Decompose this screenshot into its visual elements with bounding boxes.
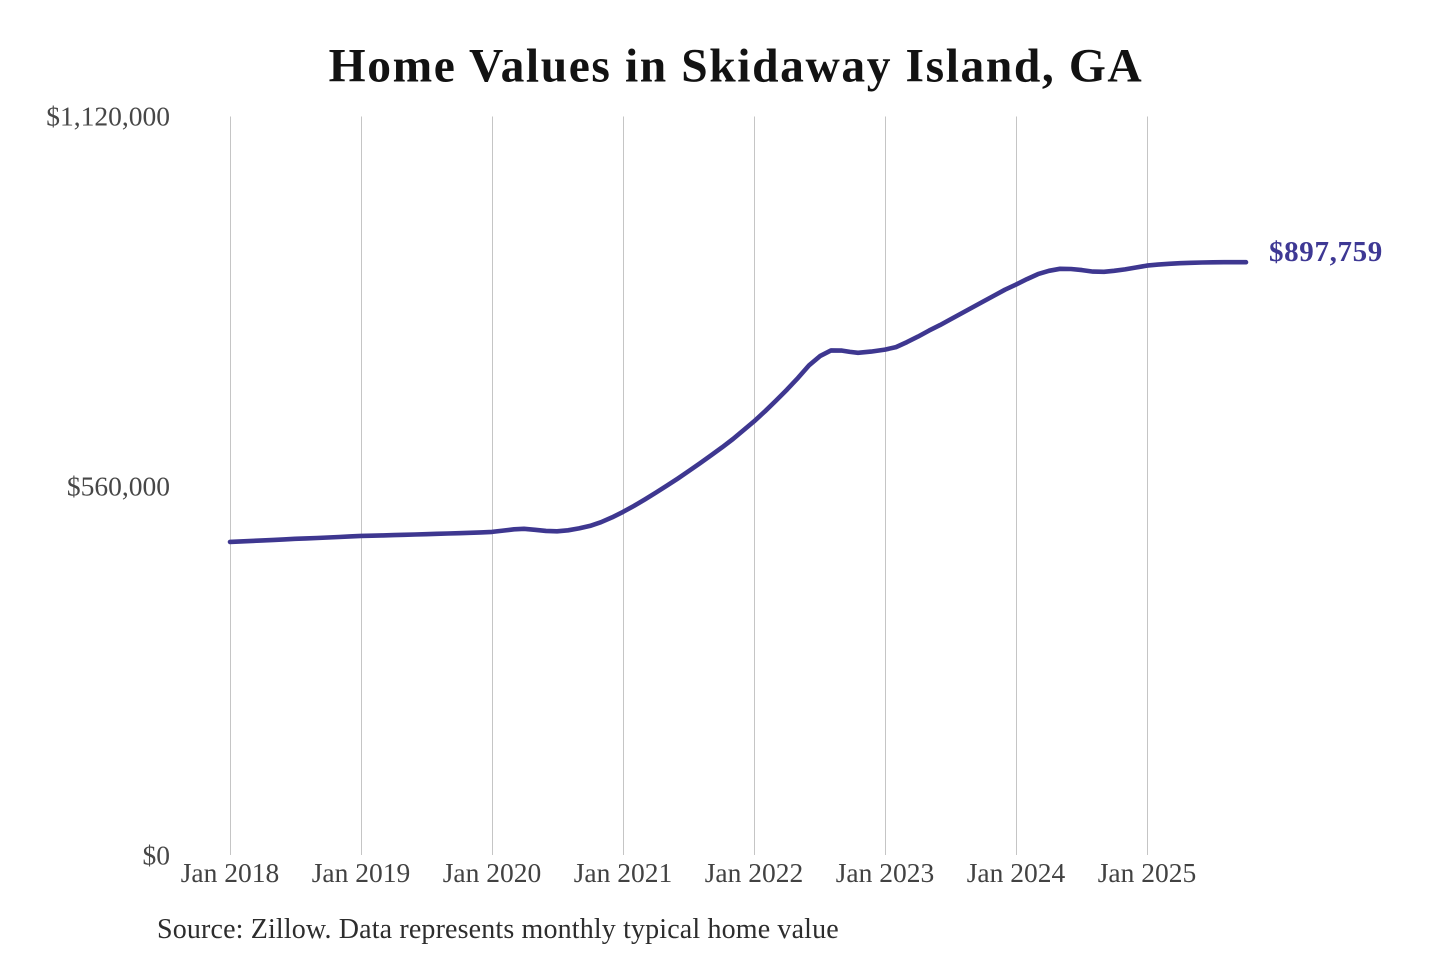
svg-text:Jan 2018: Jan 2018 <box>181 857 280 888</box>
svg-text:$897,759: $897,759 <box>1269 236 1383 268</box>
svg-text:Jan 2025: Jan 2025 <box>1098 857 1197 888</box>
svg-text:$1,120,000: $1,120,000 <box>46 101 170 132</box>
svg-text:Jan 2019: Jan 2019 <box>312 857 411 888</box>
svg-text:Source: Zillow. Data represent: Source: Zillow. Data represents monthly … <box>157 914 839 945</box>
svg-text:Jan 2021: Jan 2021 <box>574 857 673 888</box>
svg-text:Jan 2023: Jan 2023 <box>836 857 935 888</box>
svg-text:Jan 2020: Jan 2020 <box>443 857 542 888</box>
svg-text:$0: $0 <box>143 840 171 871</box>
svg-text:Jan 2022: Jan 2022 <box>705 857 804 888</box>
svg-text:Home Values in Skidaway Island: Home Values in Skidaway Island, GA <box>329 41 1144 93</box>
svg-text:Jan 2024: Jan 2024 <box>967 857 1066 888</box>
svg-text:$560,000: $560,000 <box>67 470 170 501</box>
